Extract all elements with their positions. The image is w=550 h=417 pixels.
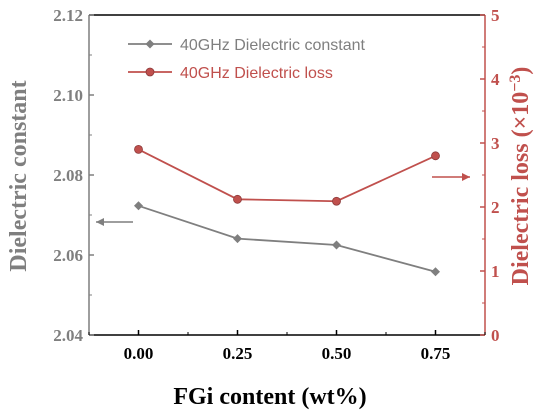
left-arrow-head — [96, 218, 104, 226]
data-point-right — [233, 194, 242, 204]
data-point-left — [332, 240, 341, 250]
y-right-tick-label: 1 — [491, 262, 500, 281]
data-point-right — [134, 144, 143, 154]
legend: 40GHz Dielectric constant 40GHz Dielectri… — [128, 37, 366, 82]
data-point-right — [332, 196, 341, 206]
annotations — [96, 173, 470, 226]
x-tick-label: 0.50 — [322, 344, 352, 363]
legend-marker — [145, 39, 155, 49]
y-right-axis-title: Dielectric loss (×10−3) — [507, 67, 534, 286]
y-right-tick-label: 2 — [491, 198, 500, 217]
axes-layer — [88, 14, 486, 336]
series-layer — [134, 144, 440, 277]
y-left-tick-label: 2.04 — [53, 326, 83, 345]
x-tick-label: 0.00 — [124, 344, 154, 363]
y-right-tick-label: 5 — [491, 6, 500, 25]
series-line-left — [138, 204, 436, 273]
y-left-tick-label: 2.08 — [53, 166, 83, 185]
data-point-left — [431, 267, 440, 277]
data-point-right — [431, 151, 440, 161]
y-right-tick-label: 4 — [491, 70, 500, 89]
y-left-tick-label: 2.12 — [53, 6, 83, 25]
x-tick-label: 0.75 — [421, 344, 451, 363]
y-right-title-main: Dielectric loss (×10 — [508, 92, 534, 286]
y-left-tick-label: 2.10 — [53, 86, 83, 105]
y-right-title-end: ) — [508, 67, 534, 75]
x-axis-title: FGi content (wt%) — [173, 384, 366, 410]
y-left-tick-label: 2.06 — [53, 246, 83, 265]
legend-label: 40GHz Dielectric constant — [180, 37, 366, 54]
y-left-axis-title: Dielectric constant — [6, 80, 32, 271]
y-right-title-sup: −3 — [507, 75, 524, 92]
y-right-tick-label: 3 — [491, 134, 500, 153]
right-arrow-head — [462, 173, 470, 181]
ticks-layer: 2.04 2.06 2.08 2.10 2.12 0 1 2 3 4 5 0.00 0.25 0.50 0.… — [53, 6, 500, 363]
y-right-tick-label: 0 — [491, 326, 500, 345]
series-line-right — [138, 148, 436, 203]
legend-marker — [145, 67, 155, 77]
legend-label: 40GHz Dielectric loss — [180, 65, 333, 82]
data-point-left — [134, 201, 143, 211]
x-tick-label: 0.25 — [223, 344, 253, 363]
data-point-left — [233, 234, 242, 244]
